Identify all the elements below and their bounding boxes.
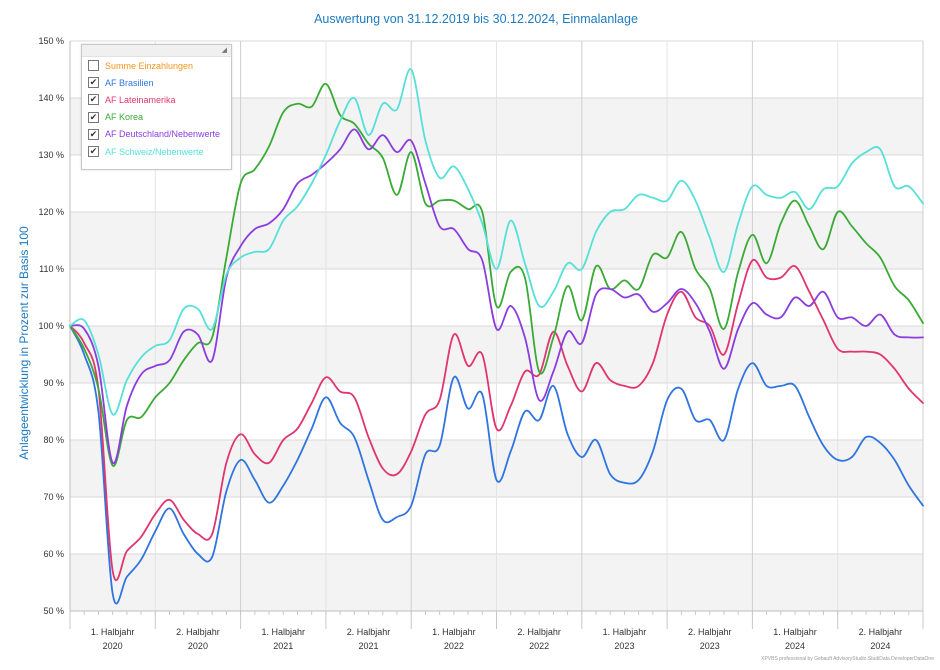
- y-tick-label: 90 %: [43, 378, 64, 388]
- y-tick-label: 100 %: [38, 321, 64, 331]
- x-tick-label-year: 2022: [529, 641, 549, 651]
- x-tick-label-half: 1. Halbjahr: [261, 627, 305, 637]
- y-axis-ticks: 50 % 60 % 70 % 80 % 90 % 100 % 110 % 120 % 130 %…: [38, 36, 64, 616]
- legend-label: AF Lateinamerika: [105, 94, 176, 105]
- x-tick-label-year: 2024: [785, 641, 805, 651]
- legend-item[interactable]: ✔ AF Deutschland/Nebenwerte: [82, 126, 231, 143]
- legend-label: AF Schweiz/Nebenwerte: [105, 146, 204, 157]
- x-tick-label-half: 2. Halbjahr: [347, 627, 391, 637]
- legend-item[interactable]: ✔ AF Schweiz/Nebenwerte: [82, 143, 231, 160]
- x-tick-label-year: 2024: [870, 641, 890, 651]
- series-line-2: [69, 258, 924, 582]
- legend-item[interactable]: ✔ AF Korea: [82, 109, 231, 126]
- checkbox-checked-icon[interactable]: ✔: [88, 77, 99, 89]
- x-tick-label-half: 1. Halbjahr: [432, 627, 476, 637]
- y-tick-label: 80 %: [43, 435, 64, 445]
- x-axis-ticks: 1. Halbjahr 2020 2. Halbjahr 2020 1. Halbjah…: [69, 611, 924, 651]
- legend-label: AF Brasilien: [105, 77, 154, 88]
- y-tick-label: 120 %: [38, 207, 64, 217]
- x-tick-label-year: 2023: [700, 641, 720, 651]
- series-line-1: [69, 325, 924, 605]
- x-tick-label-half: 2. Halbjahr: [688, 627, 732, 637]
- x-tick-label-year: 2021: [359, 641, 379, 651]
- y-tick-label: 150 %: [38, 36, 64, 46]
- y-axis-label: Anlageentwicklung in Prozent zur Basis 1…: [17, 226, 31, 460]
- checkbox-checked-icon[interactable]: ✔: [88, 128, 99, 140]
- x-tick-label-half: 1. Halbjahr: [603, 627, 647, 637]
- watermark: XPVBS professional by Gebauft AdvisorySt…: [761, 656, 934, 662]
- legend-item[interactable]: ✔ AF Brasilien: [82, 74, 231, 91]
- x-tick-label-half: 1. Halbjahr: [91, 627, 135, 637]
- legend[interactable]: ◢ Summe Einzahlungen ✔ AF Brasilien ✔ AF Lat…: [81, 44, 232, 170]
- legend-items: Summe Einzahlungen ✔ AF Brasilien ✔ AF Latei…: [82, 57, 231, 160]
- series-line-5: [69, 68, 924, 416]
- x-tick-label-year: 2021: [273, 641, 293, 651]
- resize-grip-icon[interactable]: ◢: [221, 47, 227, 54]
- checkbox-checked-icon[interactable]: ✔: [88, 111, 99, 123]
- y-tick-label: 110 %: [39, 264, 64, 274]
- x-tick-label-half: 2. Halbjahr: [517, 627, 561, 637]
- y-tick-label: 130 %: [38, 150, 64, 160]
- legend-label: AF Korea: [105, 112, 144, 123]
- series-line-3: [69, 82, 924, 467]
- x-tick-label-year: 2020: [103, 641, 123, 651]
- checkbox-unchecked-icon[interactable]: [88, 60, 99, 72]
- x-tick-label-half: 2. Halbjahr: [859, 627, 903, 637]
- y-tick-label: 60 %: [43, 549, 64, 559]
- x-tick-label-half: 2. Halbjahr: [176, 627, 220, 637]
- checkbox-checked-icon[interactable]: ✔: [88, 94, 99, 106]
- chart-title: Auswertung von 31.12.2019 bis 30.12.2024…: [314, 12, 638, 26]
- series-lines: [69, 68, 924, 605]
- x-tick-label-half: 1. Halbjahr: [773, 627, 817, 637]
- legend-item[interactable]: Summe Einzahlungen: [82, 57, 231, 74]
- x-tick-label-year: 2020: [188, 641, 208, 651]
- x-tick-label-year: 2022: [444, 641, 464, 651]
- legend-header[interactable]: ◢: [82, 45, 231, 57]
- x-tick-label-year: 2023: [614, 641, 634, 651]
- legend-item[interactable]: ✔ AF Lateinamerika: [82, 91, 231, 108]
- checkbox-checked-icon[interactable]: ✔: [88, 146, 99, 158]
- y-tick-label: 70 %: [43, 492, 64, 502]
- y-tick-label: 140 %: [38, 93, 64, 103]
- legend-label: Summe Einzahlungen: [105, 60, 194, 71]
- y-tick-label: 50 %: [43, 606, 64, 616]
- series-line-4: [69, 128, 924, 464]
- legend-label: AF Deutschland/Nebenwerte: [105, 129, 221, 140]
